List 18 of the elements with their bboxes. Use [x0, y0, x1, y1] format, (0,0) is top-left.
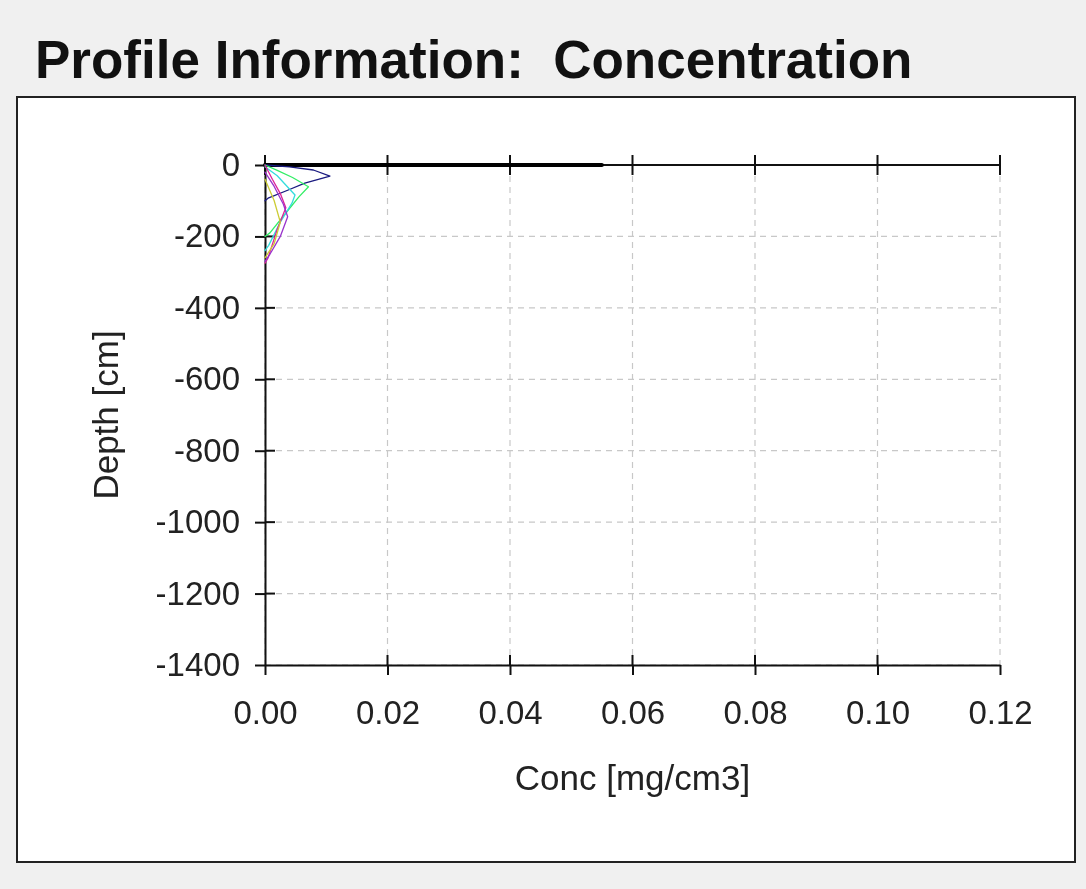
x-tick-label: 0.00 [233, 694, 298, 732]
x-tick-label: 0.04 [478, 694, 543, 732]
y-tick-label: -800 [173, 431, 240, 469]
y-tick-label: -400 [173, 288, 240, 326]
y-tick-label: -1400 [155, 646, 240, 684]
x-axis-title: Conc [mg/cm3] [514, 758, 751, 797]
x-tick-label: 0.06 [600, 694, 666, 732]
x-tick-label: 0.02 [355, 694, 421, 732]
x-tick-label: 0.10 [845, 694, 911, 732]
chart-title: Profile Information: Concentration [35, 30, 913, 89]
y-tick-label: -1000 [155, 503, 240, 541]
y-tick-label: -200 [173, 217, 240, 255]
x-tick-label: 0.12 [968, 694, 1033, 732]
y-axis-title: Depth [cm] [86, 330, 125, 500]
y-tick-label: -1200 [155, 574, 240, 612]
x-tick-label: 0.08 [723, 694, 788, 732]
y-tick-label: 0 [221, 146, 240, 184]
y-tick-label: -600 [173, 360, 240, 398]
